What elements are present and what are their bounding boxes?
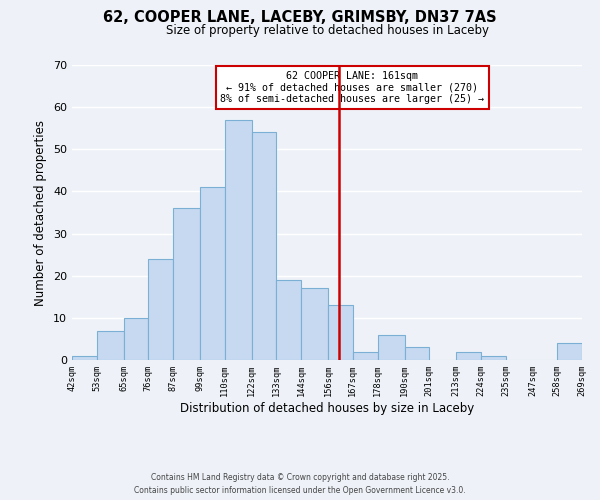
Bar [200,187,225,360]
Bar [377,334,404,360]
Bar [353,352,377,360]
Bar [481,356,506,360]
X-axis label: Distribution of detached houses by size in Laceby: Distribution of detached houses by size … [180,402,474,415]
Bar [124,318,148,360]
Bar [557,343,582,360]
Bar [252,132,277,360]
Text: Contains HM Land Registry data © Crown copyright and database right 2025.
Contai: Contains HM Land Registry data © Crown c… [134,474,466,495]
Bar [404,348,429,360]
Bar [173,208,200,360]
Bar [148,259,173,360]
Bar [301,288,328,360]
Bar [72,356,97,360]
Bar [97,330,124,360]
Y-axis label: Number of detached properties: Number of detached properties [34,120,47,306]
Bar [328,305,353,360]
Title: Size of property relative to detached houses in Laceby: Size of property relative to detached ho… [166,24,488,38]
Bar [225,120,252,360]
Text: 62, COOPER LANE, LACEBY, GRIMSBY, DN37 7AS: 62, COOPER LANE, LACEBY, GRIMSBY, DN37 7… [103,10,497,25]
Bar [456,352,481,360]
Bar [277,280,301,360]
Text: 62 COOPER LANE: 161sqm
← 91% of detached houses are smaller (270)
8% of semi-det: 62 COOPER LANE: 161sqm ← 91% of detached… [221,71,485,104]
